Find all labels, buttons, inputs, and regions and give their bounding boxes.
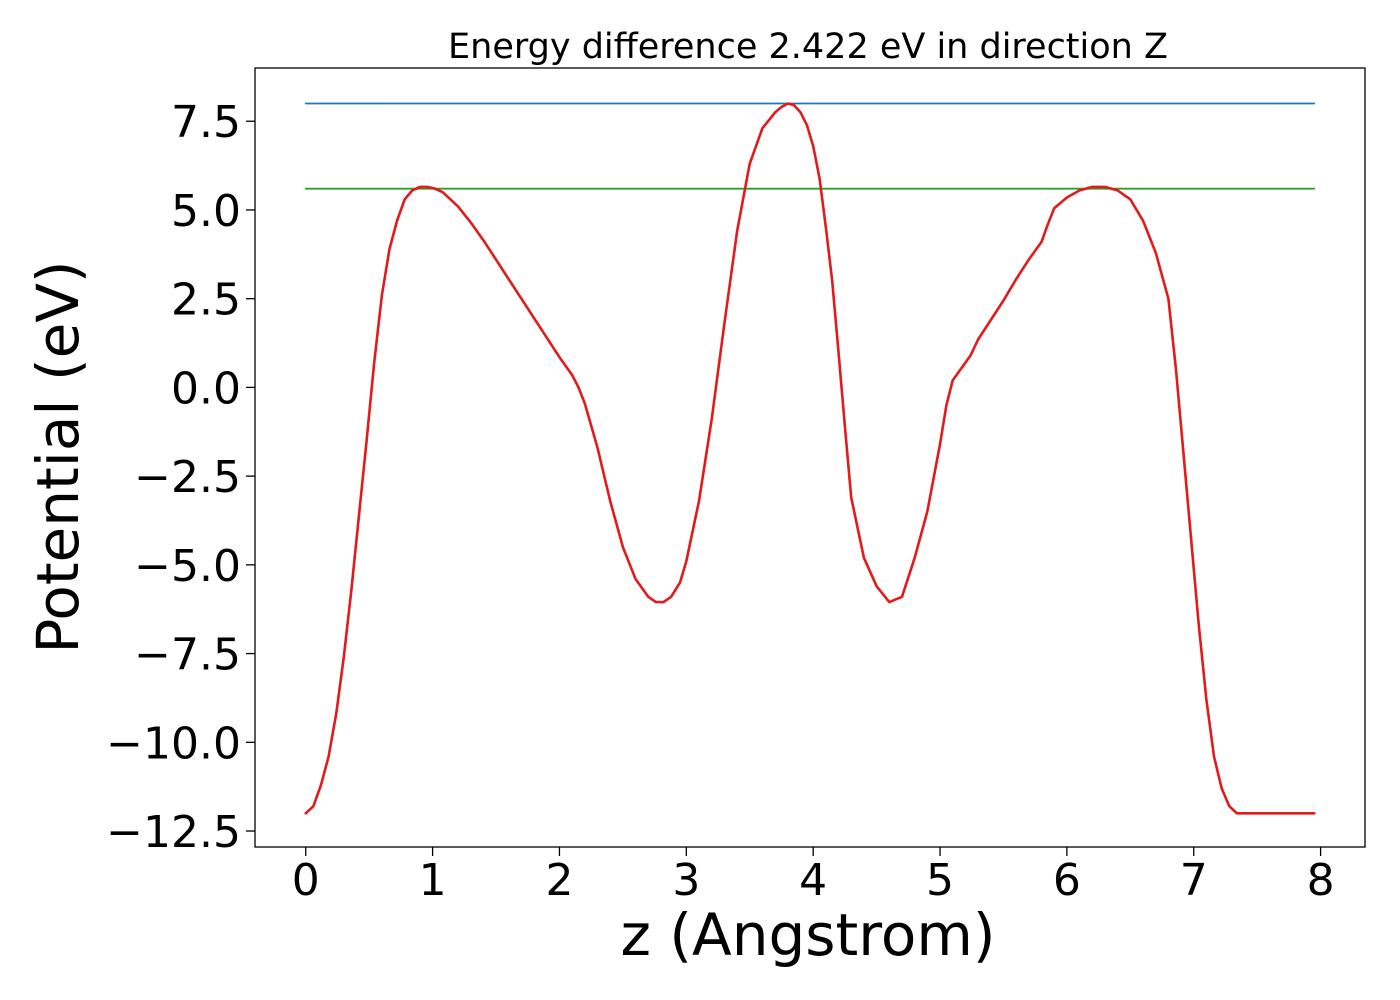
y-tick-label: 7.5 bbox=[171, 97, 241, 148]
potential-curve bbox=[304, 102, 1316, 815]
plot-frame bbox=[254, 67, 1366, 848]
x-axis-ticks: 0 1 2 3 4 5 6 7 8 bbox=[292, 847, 1335, 906]
x-tick-label: 0 bbox=[292, 855, 320, 906]
y-tick-label: −5.0 bbox=[134, 541, 241, 592]
x-tick-label: 1 bbox=[419, 855, 447, 906]
y-tick-label: 0.0 bbox=[171, 363, 241, 414]
plot-area bbox=[254, 67, 1366, 848]
chart-title: Energy difference 2.422 eV in direction … bbox=[448, 27, 1168, 67]
y-tick-label: 5.0 bbox=[171, 186, 241, 237]
x-tick-label: 5 bbox=[926, 855, 954, 906]
y-tick-label: −2.5 bbox=[134, 452, 241, 503]
series-layer bbox=[304, 102, 1316, 815]
x-tick-label: 4 bbox=[799, 855, 827, 906]
y-tick-label: −12.5 bbox=[106, 807, 241, 858]
x-axis-title: z (Angstrom) bbox=[621, 901, 996, 969]
x-tick-label: 2 bbox=[545, 855, 573, 906]
y-axis-ticks: 7.5 5.0 2.5 0.0 −2.5 −5.0 −7.5 −10.0 −12.5 bbox=[106, 97, 255, 858]
y-tick-label: 2.5 bbox=[171, 275, 241, 326]
x-tick-label: 3 bbox=[672, 855, 700, 906]
y-tick-label: −7.5 bbox=[134, 630, 241, 681]
x-tick-label: 7 bbox=[1180, 855, 1208, 906]
y-axis-title: Potential (eV) bbox=[24, 260, 92, 653]
x-tick-label: 8 bbox=[1307, 855, 1335, 906]
x-tick-label: 6 bbox=[1053, 855, 1081, 906]
y-tick-label: −10.0 bbox=[106, 718, 241, 769]
